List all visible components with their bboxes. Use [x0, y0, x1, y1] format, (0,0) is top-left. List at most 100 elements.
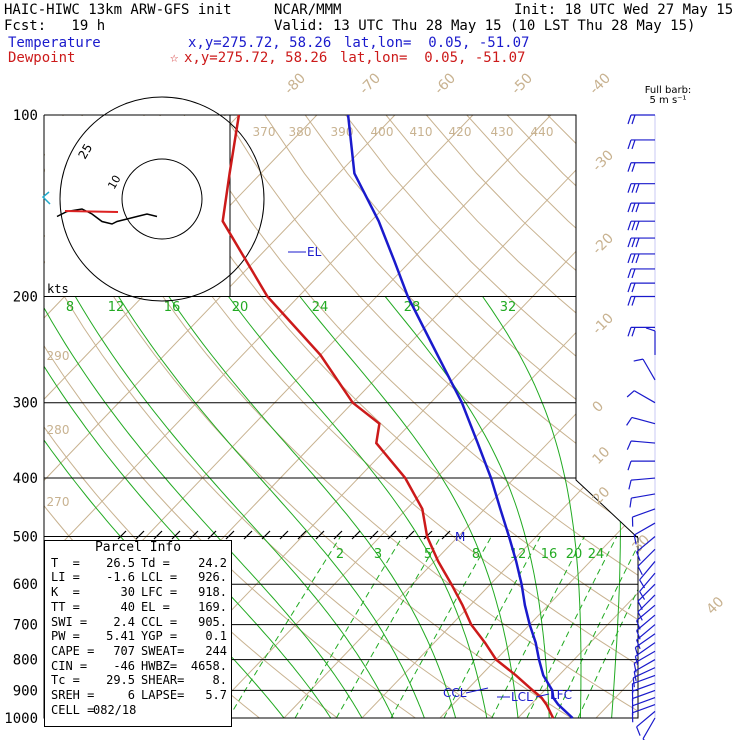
parcel-info-row: Tc = 29.5 SHEAR= 8. — [45, 673, 231, 688]
wind-barb-flag — [645, 327, 656, 332]
isotherm-line — [517, 115, 638, 718]
theta-label: 430 — [491, 125, 514, 139]
pressure-tick-label: 600 — [13, 577, 38, 593]
dry-adiabat — [102, 115, 638, 718]
wind-barb-flag — [627, 220, 632, 231]
wind-barb-flag — [631, 139, 636, 150]
hodograph-inner-label: 10 — [105, 173, 123, 192]
isotherm-tick-label: -10 — [590, 310, 617, 337]
hodograph-outer-ring — [59, 96, 265, 302]
wind-barb-flag — [631, 327, 636, 337]
wind-barb-flag — [633, 671, 637, 681]
hodograph-trace — [56, 208, 158, 225]
legend-dewpoint-label: Dewpoint — [8, 50, 76, 66]
isotherm-tick-label: 30 — [630, 532, 654, 556]
parcel-l2: SHEAR= — [141, 673, 185, 688]
pressure-tick-label: 100 — [13, 108, 38, 124]
dry-adiabat — [628, 115, 638, 718]
pressure-tick-label: 200 — [13, 290, 38, 306]
legend-temperature-latlon: lat,lon= 0.05, -51.07 — [344, 35, 530, 51]
wind-barb — [639, 561, 656, 581]
parcel-l2: YGP = — [141, 629, 178, 644]
wind-barb-flag — [631, 183, 636, 193]
dry-adiabat — [62, 115, 638, 718]
hatch-mark — [387, 530, 397, 540]
theta-label: 440 — [531, 125, 554, 139]
wind-barb — [634, 642, 656, 657]
lfc-tick — [535, 693, 550, 698]
wind-barb-flag — [627, 296, 632, 306]
parcel-l1: CIN = — [51, 658, 88, 673]
pressure-tick-label: 800 — [13, 653, 38, 669]
wind-barb-flag — [635, 183, 640, 193]
parcel-info-row: T = 26.5 Td = 24.2 — [45, 556, 231, 571]
parcel-v1: 30 — [120, 585, 135, 600]
wind-barb — [632, 682, 656, 692]
wind-barb-flag — [633, 534, 637, 545]
wind-barb-flag — [627, 183, 632, 193]
wind-barb-flag — [636, 639, 641, 650]
isotherm-tick-label: -20 — [590, 230, 617, 257]
parcel-info-box: Parcel Info T = 26.5 Td = 24.2 LI = -1.6 LCL =… — [44, 540, 232, 727]
hatch-mark — [369, 530, 379, 540]
pressure-tick-label: 900 — [13, 683, 38, 699]
wind-barb-flag — [639, 591, 646, 600]
isotherm-line — [44, 115, 396, 718]
wind-barb-flag — [637, 611, 643, 621]
hatch-mark — [243, 530, 253, 540]
dry-adiabat — [44, 115, 514, 718]
parcel-l2: EL = — [141, 599, 170, 614]
barb-legend-title: Full barb: — [644, 85, 692, 96]
parcel-v1: 5.41 — [106, 629, 135, 644]
wind-barb-flag — [627, 460, 632, 471]
header-valid: Valid: 13 UTC Thu 28 May 15 (10 LST Thu … — [274, 18, 696, 34]
parcel-v2: 905. — [198, 614, 227, 629]
wind-barb — [637, 594, 656, 613]
isotherm-tick-label: 40 — [704, 594, 728, 618]
dry-adiabat — [345, 115, 638, 718]
wind-barb — [631, 416, 656, 425]
parcel-v2: 918. — [198, 585, 227, 600]
wind-barb — [631, 493, 656, 499]
wind-barb — [632, 508, 656, 518]
el-label: EL — [307, 245, 322, 259]
wind-barb — [631, 440, 656, 444]
hatch-mark — [441, 530, 451, 540]
hatch-mark — [171, 530, 181, 540]
header-fcst: Fcst: 19 h — [4, 18, 106, 34]
mixing-ratio-label: 5 — [424, 547, 432, 562]
isotherm-line — [283, 115, 638, 718]
theta-label: 410 — [410, 125, 433, 139]
wind-barb-flag — [636, 551, 641, 561]
wind-barb — [632, 667, 656, 679]
mixing-ratio-line — [491, 536, 585, 718]
parcel-l2: LCL = — [141, 570, 178, 585]
parcel-v2: 926. — [198, 570, 227, 585]
dry-adiabat — [264, 115, 638, 718]
parcel-l1: K = — [51, 585, 80, 600]
wind-barb — [632, 704, 656, 714]
parcel-info-title: Parcel Info — [94, 540, 182, 555]
hatch-mark — [117, 530, 127, 540]
wind-barb-flag — [629, 497, 632, 508]
wind-barb — [632, 697, 656, 707]
parcel-info-row: PW = 5.41 YGP = 0.1 — [45, 629, 231, 644]
parcel-l1: CAPE = — [51, 643, 95, 658]
theta-label: 370 — [253, 125, 276, 139]
wind-barb-flag — [637, 565, 643, 575]
legend-dewpoint-star: ☆ — [170, 50, 179, 66]
theta-label: 270 — [47, 495, 70, 509]
dry-adiabat — [223, 115, 638, 718]
wind-barb — [633, 650, 656, 664]
hatch-mark — [315, 530, 325, 540]
mixing-ratio-label: 2 — [336, 547, 344, 562]
wind-barb-flag — [627, 268, 632, 279]
mixing-ratio-label: 24 — [588, 547, 605, 562]
wind-barb-flag — [636, 726, 641, 736]
isotherm-tick-label: -80 — [282, 70, 309, 97]
isotherm-tick-label: -50 — [509, 70, 536, 97]
mixing-ratio-label: 32 — [500, 300, 517, 315]
pressure-tick-label: 700 — [13, 618, 38, 634]
dry-adiabat — [44, 115, 593, 718]
